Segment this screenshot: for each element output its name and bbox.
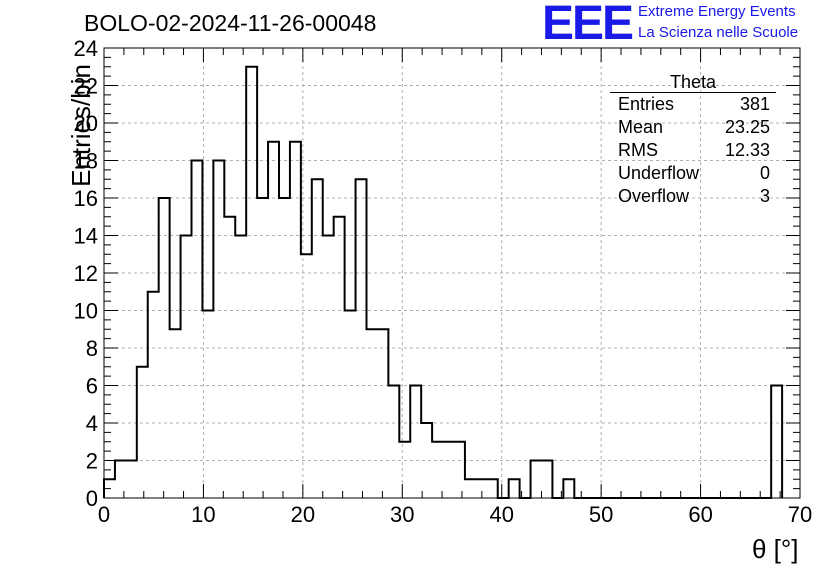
histogram-bin (388, 386, 399, 499)
y-tick-label: 2 (86, 449, 98, 474)
histogram-bin (148, 292, 159, 498)
y-tick-label: 24 (74, 36, 98, 61)
histogram-bin (432, 442, 443, 498)
stats-value: 0 (759, 163, 770, 183)
stats-value: 3 (759, 186, 770, 206)
x-tick-label: 40 (489, 502, 513, 527)
histogram-bin (377, 329, 388, 498)
y-tick-label: 10 (74, 299, 98, 324)
stats-row: Overflow 3 (610, 185, 776, 208)
y-tick-label: 20 (74, 111, 98, 136)
x-tick-label: 20 (291, 502, 315, 527)
y-tick-label: 16 (74, 186, 98, 211)
histogram-bin (191, 161, 202, 499)
stats-label: Overflow (618, 186, 690, 206)
stats-title: Theta (610, 72, 776, 93)
histogram-bin (345, 311, 356, 499)
histogram-bin (290, 142, 301, 498)
histogram-bin (399, 442, 410, 498)
stats-box: Theta Entries 381 Mean 23.25 RMS 12.33 U… (610, 72, 776, 208)
y-tick-label: 14 (74, 224, 98, 249)
histogram-bin (410, 386, 421, 499)
histogram-bin (126, 461, 137, 499)
histogram-bin (454, 442, 465, 498)
x-tick-label: 50 (589, 502, 613, 527)
histogram-bin (509, 479, 520, 498)
stats-label: Entries (618, 94, 675, 114)
stats-label: Underflow (618, 163, 700, 183)
y-axis-label: Entries/bin (65, 64, 96, 187)
logo-line-2: La Scienza nelle Scuole (638, 24, 799, 41)
stats-row: Mean 23.25 (610, 116, 776, 139)
chart-title: BOLO-02-2024-11-26-00048 (84, 10, 377, 36)
stats-value: 23.25 (724, 117, 770, 137)
stats-value: 381 (739, 94, 770, 114)
histogram-bin (487, 479, 498, 498)
stats-value: 12.33 (724, 140, 770, 160)
x-tick-label: 70 (788, 502, 812, 527)
stats-row: RMS 12.33 (610, 139, 776, 162)
x-tick-label: 10 (191, 502, 215, 527)
y-tick-label: 18 (74, 149, 98, 174)
histogram-bin (235, 236, 246, 499)
histogram-bin (771, 386, 782, 499)
histogram-bin (137, 367, 148, 498)
logo-line-1: Extreme Energy Events (638, 3, 796, 20)
x-tick-label: 30 (390, 502, 414, 527)
y-tick-label: 6 (86, 374, 98, 399)
eee-logo: EEE (542, 0, 634, 50)
y-tick-label: 4 (86, 411, 98, 436)
histogram-bin (213, 161, 224, 499)
histogram-bin (366, 329, 377, 498)
histogram-bin (541, 461, 552, 499)
y-tick-label: 12 (74, 261, 98, 286)
y-tick-label: 8 (86, 336, 98, 361)
stats-row: Underflow 0 (610, 162, 776, 185)
histogram-bin (465, 479, 476, 498)
histogram-bin (531, 461, 542, 499)
x-tick-label: 0 (98, 502, 110, 527)
stats-label: RMS (618, 140, 658, 160)
x-tick-label: 60 (688, 502, 712, 527)
histogram-bin (334, 217, 345, 498)
histogram-bin (170, 329, 181, 498)
stats-row: Entries 381 (610, 93, 776, 116)
x-axis-label: θ [°] (752, 534, 799, 564)
histogram-bin (563, 479, 574, 498)
histogram-bin (246, 67, 257, 498)
histogram-bin (443, 442, 454, 498)
histogram-bin (202, 311, 213, 499)
histogram-bin (312, 179, 323, 498)
histogram-bin (323, 236, 334, 499)
histogram-bin (356, 179, 367, 498)
histogram-bin (268, 142, 279, 498)
histogram-bin (181, 236, 192, 499)
y-tick-label: 0 (86, 486, 98, 511)
y-tick-label: 22 (74, 74, 98, 99)
histogram-bin (224, 217, 235, 498)
stats-label: Mean (618, 117, 664, 137)
